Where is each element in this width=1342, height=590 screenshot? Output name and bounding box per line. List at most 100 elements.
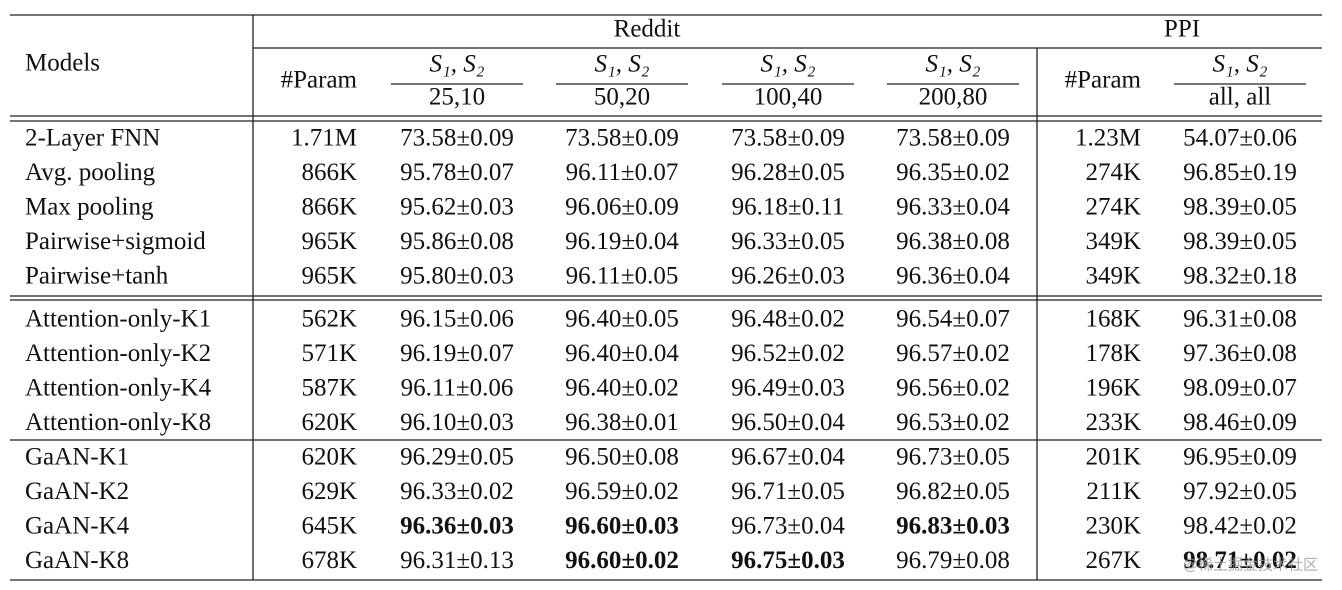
model-name: GaAN-K4 — [25, 513, 130, 540]
table-cell: 96.26±0.03 — [731, 262, 845, 289]
table-cell: 97.92±0.05 — [1183, 478, 1297, 505]
table-cell: 98.09±0.07 — [1183, 375, 1297, 402]
model-name: GaAN-K1 — [25, 444, 129, 471]
model-name: GaAN-K2 — [25, 478, 129, 505]
table-cell: 168K — [1085, 306, 1141, 333]
table-cell: 95.78±0.07 — [400, 159, 514, 186]
table-cell: 98.39±0.05 — [1183, 194, 1297, 221]
model-name: Avg. pooling — [25, 159, 156, 186]
table-cell: 96.50±0.08 — [565, 444, 679, 471]
table-cell: 96.33±0.02 — [400, 478, 514, 505]
table-cell: 96.82±0.05 — [896, 478, 1010, 505]
table-cell: 587K — [301, 375, 357, 402]
column-subheader: all, all — [1209, 84, 1272, 111]
table-cell: 96.36±0.04 — [896, 262, 1010, 289]
table-cell: 196K — [1085, 375, 1141, 402]
table-cell: 96.56±0.02 — [896, 375, 1010, 402]
table-cell: 96.31±0.13 — [400, 547, 514, 574]
model-name: Pairwise+sigmoid — [25, 228, 206, 255]
model-name: Attention-only-K8 — [25, 409, 211, 436]
table-cell: 95.62±0.03 — [400, 194, 514, 221]
table-cell: 96.53±0.02 — [896, 409, 1010, 436]
table-cell: 73.58±0.09 — [400, 125, 514, 152]
model-name: Attention-only-K1 — [25, 306, 211, 333]
table-cell: 96.15±0.06 — [400, 306, 514, 333]
table-cell: 97.36±0.08 — [1183, 340, 1297, 367]
table-cell: 96.11±0.05 — [566, 262, 679, 289]
table-cell: 96.19±0.04 — [565, 228, 679, 255]
column-subheader: 50,20 — [594, 84, 650, 111]
table-cell: 98.42±0.02 — [1183, 513, 1297, 540]
table-cell: 96.33±0.04 — [896, 194, 1010, 221]
table-cell: 230K — [1085, 513, 1141, 540]
table-cell: 866K — [301, 159, 357, 186]
table-cell: 96.28±0.05 — [731, 159, 845, 186]
table-cell: 620K — [301, 444, 357, 471]
column-subheader: 100,40 — [754, 84, 823, 111]
column-header: #Param — [281, 67, 358, 94]
table-cell: 96.31±0.08 — [1183, 306, 1297, 333]
table-cell: 274K — [1085, 194, 1141, 221]
table-cell: 98.32±0.18 — [1183, 262, 1297, 289]
table-cell: 96.85±0.19 — [1183, 159, 1297, 186]
table-cell: 96.36±0.03 — [400, 513, 514, 540]
table-cell: 96.38±0.08 — [896, 228, 1010, 255]
table-cell: 96.40±0.05 — [565, 306, 679, 333]
table-cell: 96.29±0.05 — [400, 444, 514, 471]
column-header: #Param — [1065, 67, 1142, 94]
column-header: S₁, S₂ — [1213, 51, 1268, 78]
table-cell: 629K — [301, 478, 357, 505]
column-header: S₁, S₂ — [595, 51, 650, 78]
column-header: S₁, S₂ — [761, 51, 816, 78]
table-cell: 96.73±0.04 — [731, 513, 845, 540]
table-cell: 349K — [1085, 262, 1141, 289]
table-cell: 965K — [301, 262, 357, 289]
table-cell: 96.50±0.04 — [731, 409, 845, 436]
table-cell: 96.33±0.05 — [731, 228, 845, 255]
table-cell: 645K — [301, 513, 357, 540]
table-cell: 201K — [1085, 444, 1141, 471]
model-name: 2-Layer FNN — [25, 125, 160, 152]
table-cell: 96.52±0.02 — [731, 340, 845, 367]
model-name: Attention-only-K2 — [25, 340, 211, 367]
group-header: Reddit — [614, 16, 681, 43]
group-header: PPI — [1164, 16, 1200, 43]
table-cell: 96.59±0.02 — [565, 478, 679, 505]
column-subheader: 200,80 — [919, 84, 988, 111]
column-header: S₁, S₂ — [926, 51, 981, 78]
table-cell: 349K — [1085, 228, 1141, 255]
table-cell: 98.71±0.02 — [1183, 547, 1297, 574]
model-name: Pairwise+tanh — [25, 262, 169, 289]
table-cell: 96.49±0.03 — [731, 375, 845, 402]
table-cell: 274K — [1085, 159, 1141, 186]
models-header: Models — [25, 50, 100, 77]
table-cell: 96.06±0.09 — [565, 194, 679, 221]
table-cell: 96.71±0.05 — [731, 478, 845, 505]
table-cell: 96.73±0.05 — [896, 444, 1010, 471]
table-cell: 95.86±0.08 — [400, 228, 514, 255]
table-cell: 267K — [1085, 547, 1141, 574]
table-cell: 96.60±0.02 — [565, 547, 679, 574]
table-cell: 96.40±0.04 — [565, 340, 679, 367]
table-cell: 96.60±0.03 — [565, 513, 679, 540]
model-name: Attention-only-K4 — [25, 375, 212, 402]
table-cell: 96.67±0.04 — [731, 444, 845, 471]
table-cell: 96.38±0.01 — [565, 409, 679, 436]
table-cell: 96.11±0.06 — [401, 375, 514, 402]
table-cell: 620K — [301, 409, 357, 436]
table-cell: 678K — [301, 547, 357, 574]
table-cell: 96.57±0.02 — [896, 340, 1010, 367]
table-cell: 73.58±0.09 — [565, 125, 679, 152]
table-cell: 866K — [301, 194, 357, 221]
table-cell: 96.75±0.03 — [731, 547, 845, 574]
table-cell: 96.79±0.08 — [896, 547, 1010, 574]
table-cell: 96.95±0.09 — [1183, 444, 1297, 471]
table-cell: 1.23M — [1075, 125, 1141, 152]
table-cell: 96.35±0.02 — [896, 159, 1010, 186]
table-cell: 965K — [301, 228, 357, 255]
table-cell: 54.07±0.06 — [1183, 125, 1297, 152]
table-cell: 96.54±0.07 — [896, 306, 1010, 333]
table-cell: 98.46±0.09 — [1183, 409, 1297, 436]
table-cell: 96.83±0.03 — [896, 513, 1010, 540]
